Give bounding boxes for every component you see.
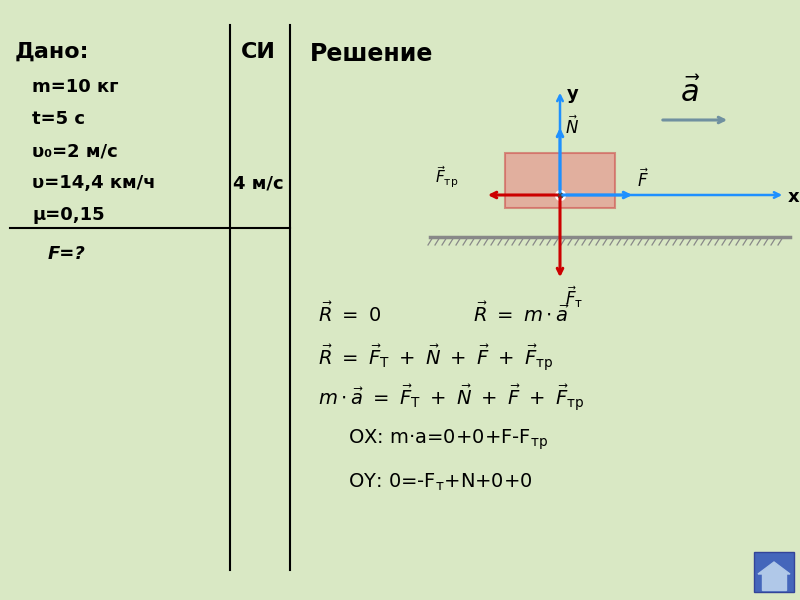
Polygon shape	[758, 562, 790, 574]
Text: Дано:: Дано:	[15, 42, 90, 62]
Bar	[505, 153, 615, 208]
Text: F=?: F=?	[48, 245, 86, 263]
Text: x: x	[788, 188, 800, 206]
Text: m=10 кг: m=10 кг	[32, 78, 118, 96]
Text: ОХ: m·a=0+0+F-F$_{\rm тр}$: ОХ: m·a=0+0+F-F$_{\rm тр}$	[348, 428, 548, 452]
Text: t=5 с: t=5 с	[32, 110, 85, 128]
Text: Решение: Решение	[310, 42, 434, 66]
Text: $\vec{F}$: $\vec{F}$	[637, 169, 649, 191]
Text: $\vec{R}\ =\ 0$: $\vec{R}\ =\ 0$	[318, 302, 381, 326]
Text: μ=0,15: μ=0,15	[32, 206, 105, 224]
Text: 4 м/с: 4 м/с	[233, 174, 283, 192]
Polygon shape	[762, 572, 786, 590]
Text: СИ: СИ	[241, 42, 275, 62]
Text: υ₀=2 м/с: υ₀=2 м/с	[32, 142, 118, 160]
Text: $\vec{R}\ =\ \vec{F}_{\rm T}\ +\ \vec{N}\ +\ \vec{F}\ +\ \vec{F}_{\rm тр}$: $\vec{R}\ =\ \vec{F}_{\rm T}\ +\ \vec{N}…	[318, 342, 554, 373]
Text: $\vec{R}\ =\ m \cdot \vec{a}$: $\vec{R}\ =\ m \cdot \vec{a}$	[473, 302, 570, 326]
Text: $\vec{a}$: $\vec{a}$	[680, 77, 700, 108]
Bar	[754, 552, 794, 592]
Text: υ=14,4 км/ч: υ=14,4 км/ч	[32, 174, 155, 192]
Text: y: y	[567, 85, 578, 103]
Text: $\vec{F}_{\rm т}$: $\vec{F}_{\rm т}$	[565, 285, 583, 310]
Text: $m \cdot \vec{a}\ =\ \vec{F}_{\rm T}\ +\ \vec{N}\ +\ \vec{F}\ +\ \vec{F}_{\rm тр: $m \cdot \vec{a}\ =\ \vec{F}_{\rm T}\ +\…	[318, 382, 585, 413]
Text: $\vec{F}_{\rm тр}$: $\vec{F}_{\rm тр}$	[435, 164, 458, 190]
Text: ОY: 0=-F$_{\rm т}$+N+0+0: ОY: 0=-F$_{\rm т}$+N+0+0	[348, 472, 533, 493]
Text: $\vec{N}$: $\vec{N}$	[565, 116, 579, 138]
